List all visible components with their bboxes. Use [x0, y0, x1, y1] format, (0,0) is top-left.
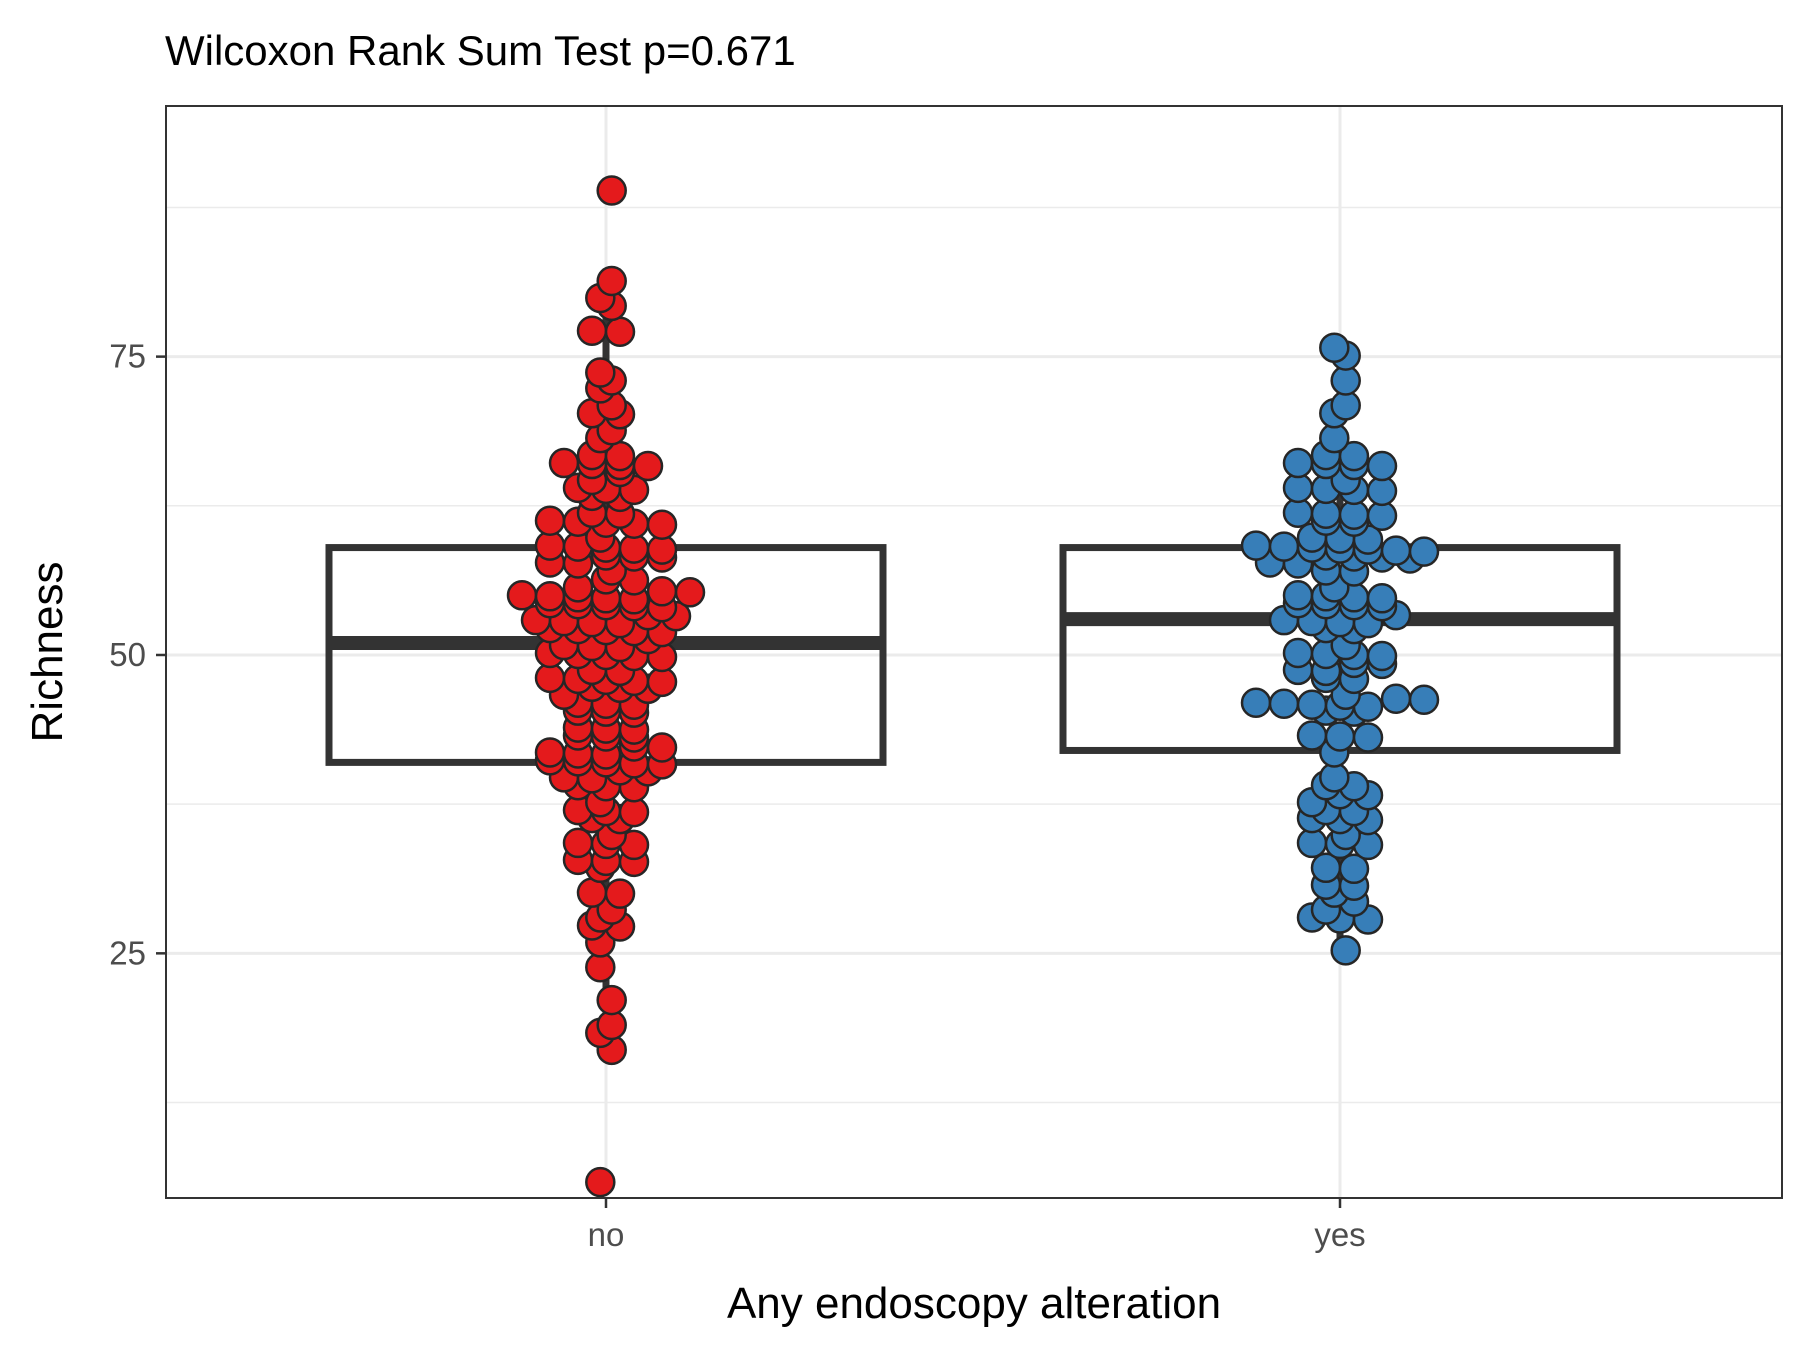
- point-no: [534, 505, 566, 536]
- point-yes: [1380, 683, 1412, 714]
- point-no: [596, 175, 627, 206]
- point-no: [562, 827, 594, 859]
- point-yes: [1330, 935, 1361, 966]
- chart-title: Wilcoxon Rank Sum Test p=0.671: [165, 27, 796, 74]
- point-no: [604, 878, 636, 909]
- point-no: [646, 732, 678, 763]
- y-tick-label: 25: [109, 934, 146, 971]
- x-tick-label: no: [588, 1216, 625, 1253]
- x-tick-label: yes: [1314, 1216, 1365, 1253]
- grid-lines: [166, 106, 1782, 1198]
- data-points: [506, 175, 1440, 1198]
- x-axis-title: Any endoscopy alteration: [727, 1279, 1221, 1328]
- point-yes: [1240, 530, 1272, 561]
- point-no: [632, 450, 664, 482]
- point-yes: [1408, 684, 1440, 715]
- point-no: [674, 577, 706, 608]
- point-yes: [1319, 332, 1350, 363]
- point-yes: [1352, 722, 1384, 753]
- point-yes: [1282, 637, 1314, 669]
- point-yes: [1282, 580, 1314, 611]
- point-yes: [1296, 720, 1328, 751]
- point-no: [596, 265, 627, 297]
- point-yes: [1324, 721, 1356, 752]
- point-no: [548, 447, 580, 479]
- point-no: [604, 316, 636, 348]
- point-yes: [1338, 440, 1370, 472]
- point-yes: [1338, 853, 1370, 885]
- point-yes: [1268, 688, 1300, 719]
- points-no: [506, 175, 706, 1198]
- point-no: [585, 1166, 616, 1198]
- point-no: [506, 580, 538, 611]
- y-tick-label: 75: [109, 338, 146, 375]
- point-yes: [1380, 535, 1412, 566]
- plot-panel-border: [165, 105, 1783, 1199]
- point-no: [585, 357, 616, 388]
- points-yes: [1240, 332, 1440, 966]
- point-yes: [1282, 447, 1314, 479]
- point-no: [646, 509, 678, 540]
- point-yes: [1366, 640, 1398, 672]
- point-yes: [1366, 583, 1398, 614]
- point-yes: [1268, 531, 1300, 562]
- point-yes: [1408, 536, 1440, 567]
- boxplots: [325, 285, 1621, 1049]
- axes: 25 50 75 no yes: [109, 338, 1365, 1253]
- point-yes: [1366, 450, 1398, 482]
- point-no: [534, 581, 566, 612]
- y-axis-title: Richness: [23, 562, 72, 743]
- point-no: [576, 315, 608, 347]
- point-no: [534, 737, 566, 768]
- point-yes: [1240, 687, 1272, 718]
- point-yes: [1296, 689, 1328, 720]
- y-tick-label: 50: [109, 636, 146, 673]
- point-no: [596, 984, 627, 1016]
- point-no: [646, 576, 678, 607]
